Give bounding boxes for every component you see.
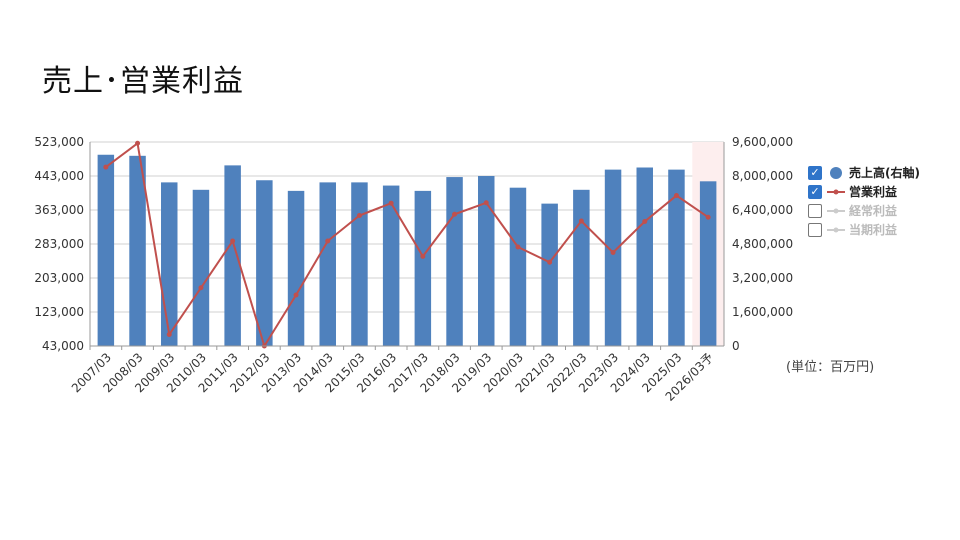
line-point	[325, 238, 331, 244]
line-path	[105, 141, 709, 349]
line-marker-icon	[826, 224, 846, 236]
bar	[509, 187, 527, 346]
bar	[636, 167, 653, 346]
y-right-tick-label: 1,600,000	[732, 305, 793, 319]
bar	[573, 189, 590, 346]
y-right-tick-label: 9,600,000	[732, 135, 793, 149]
sales-bars	[97, 154, 717, 346]
operating-profit-line	[103, 140, 711, 349]
y-left-tick-label: 283,000	[34, 237, 84, 251]
bar	[382, 185, 400, 346]
y-right-tick-label: 4,800,000	[732, 237, 793, 251]
legend-item[interactable]: 経常利益	[808, 201, 920, 220]
bar	[287, 190, 305, 346]
bar	[256, 180, 273, 346]
line-point	[230, 238, 236, 244]
bar	[541, 203, 558, 346]
legend-item[interactable]: ✓ 売上高(右軸)	[808, 163, 920, 182]
line-point	[198, 285, 204, 291]
bar	[319, 182, 336, 346]
line-point	[293, 292, 299, 298]
bar	[97, 154, 115, 346]
page-title: 売上･営業利益	[42, 64, 244, 99]
bar	[604, 169, 622, 346]
y-left-tick-label: 443,000	[34, 169, 84, 183]
line-point	[103, 164, 109, 170]
line-point	[578, 218, 584, 224]
y-left-tick-label: 43,000	[42, 339, 84, 353]
legend-label: 当期利益	[849, 223, 898, 237]
line-point	[388, 200, 394, 206]
legend-item[interactable]: 当期利益	[808, 220, 920, 239]
y-right-tick-label: 0	[732, 339, 740, 353]
line-point	[483, 200, 489, 206]
unit-note: (単位：百万円)	[786, 360, 875, 375]
legend-label: 経常利益	[849, 204, 898, 218]
chart-legend: ✓ 売上高(右軸) ✓ 営業利益経常利益当期利益	[808, 163, 920, 239]
legend-checkbox[interactable]: ✓	[808, 165, 822, 180]
y-right-tick-label: 6,400,000	[732, 203, 793, 217]
bar	[161, 182, 178, 346]
bar	[224, 165, 241, 346]
line-point	[547, 259, 553, 265]
bar	[446, 177, 463, 346]
y-right-tick-label: 3,200,000	[732, 271, 793, 285]
bar	[699, 181, 717, 346]
bar	[478, 176, 495, 346]
line-marker-icon	[826, 186, 846, 198]
line-point	[452, 211, 458, 217]
bar	[668, 169, 685, 346]
y-right-tick-label: 8,000,000	[732, 169, 793, 183]
bar	[414, 190, 432, 346]
line-point	[515, 244, 521, 250]
legend-label: 売上高(右軸)	[849, 166, 920, 180]
chart-grid	[90, 141, 724, 347]
y-left-tick-label: 363,000	[34, 203, 84, 217]
circle-icon	[826, 166, 846, 179]
bar	[129, 155, 146, 346]
y-left-tick-label: 523,000	[34, 135, 84, 149]
legend-label: 営業利益	[849, 185, 898, 199]
line-point	[673, 193, 679, 199]
legend-checkbox[interactable]: ✓	[808, 184, 822, 199]
legend-item[interactable]: ✓ 営業利益	[808, 182, 920, 201]
bar	[192, 189, 210, 346]
bar	[351, 182, 368, 346]
line-marker-icon	[826, 205, 846, 217]
line-point	[356, 213, 362, 219]
legend-checkbox[interactable]	[808, 203, 822, 218]
y-left-tick-label: 123,000	[34, 305, 84, 319]
line-point	[610, 250, 616, 255]
line-point	[420, 253, 426, 259]
line-point	[705, 214, 711, 220]
line-point	[166, 332, 172, 338]
line-point	[642, 218, 648, 224]
y-left-tick-label: 203,000	[34, 271, 84, 285]
line-point	[135, 140, 141, 146]
legend-checkbox[interactable]	[808, 222, 822, 237]
